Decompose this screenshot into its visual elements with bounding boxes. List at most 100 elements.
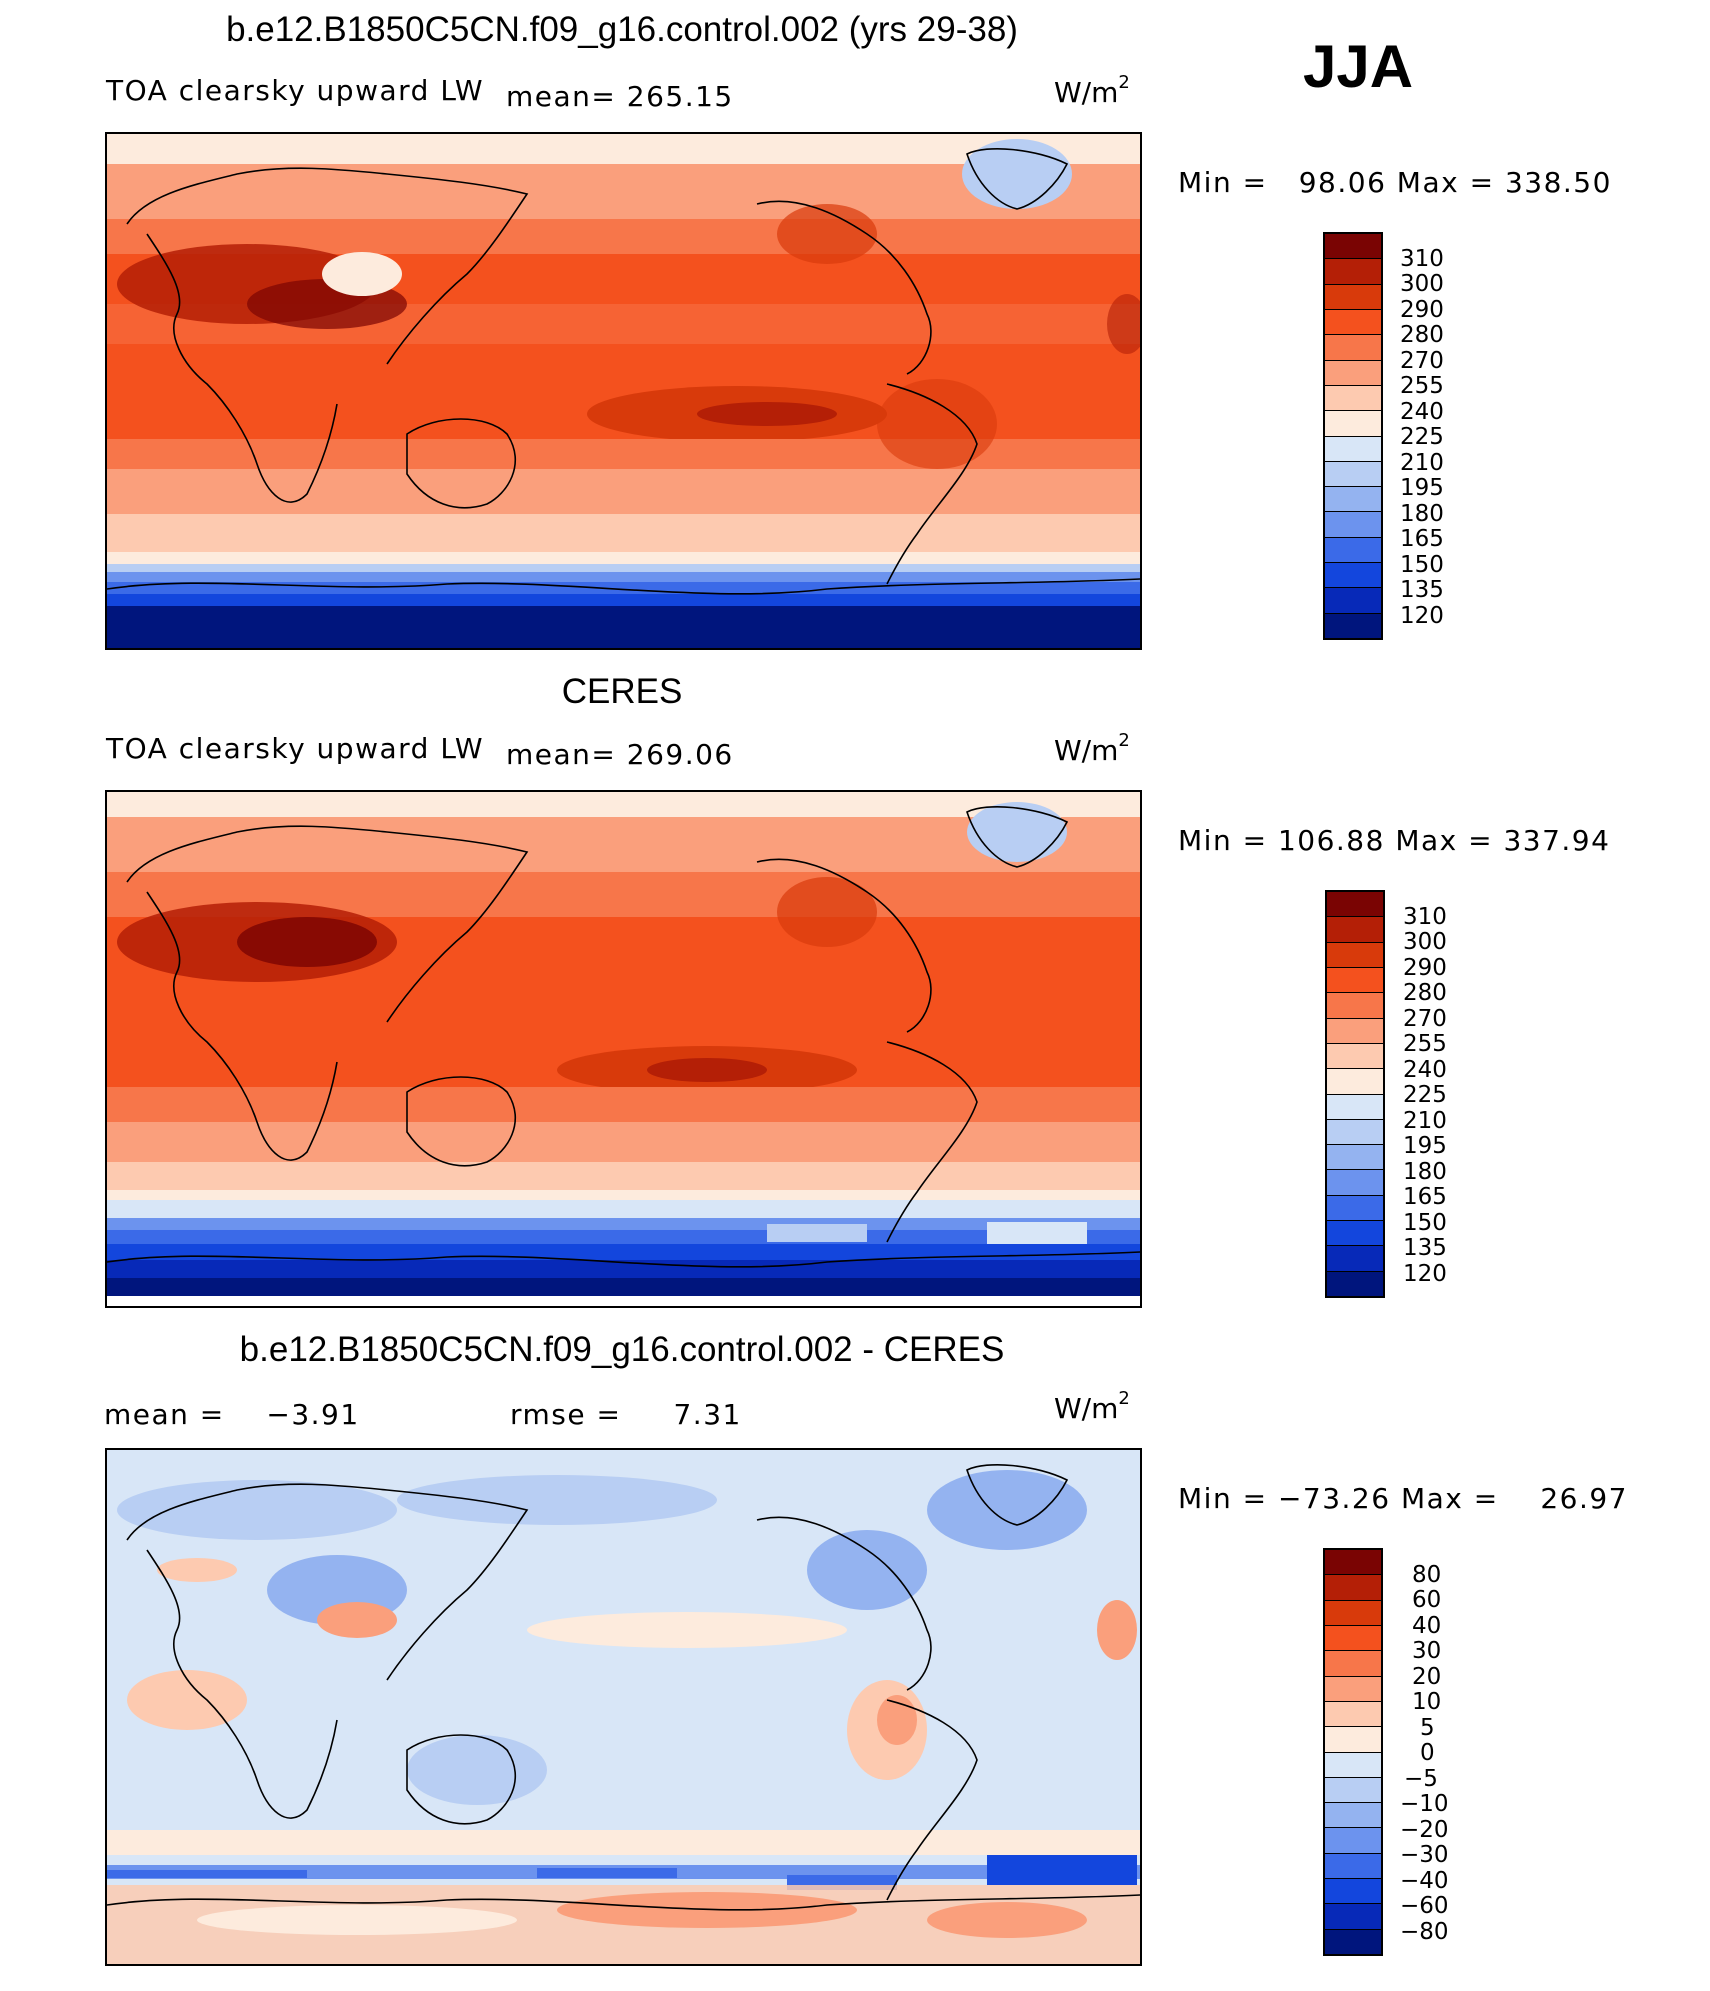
colorbar-swatch — [1325, 563, 1381, 589]
colorbar-label: 0 — [1420, 1740, 1435, 1766]
colorbar-label: 135 — [1400, 577, 1444, 603]
colorbar-label: 120 — [1403, 1261, 1447, 1287]
colorbar-swatch — [1327, 967, 1383, 994]
colorbar-swatch — [1325, 1625, 1381, 1652]
colorbar-swatch — [1325, 234, 1381, 260]
panel-1-variable: TOA clearsky upward LW — [106, 74, 485, 107]
colorbar-swatch — [1327, 1069, 1383, 1095]
colorbar-swatch — [1325, 1777, 1381, 1804]
colorbar-label: 195 — [1400, 475, 1444, 501]
colorbar-label: 300 — [1400, 271, 1444, 297]
colorbar-label: 20 — [1412, 1664, 1442, 1690]
panel-3-rmse: rmse = 7.31 — [510, 1398, 742, 1431]
panel-1-colorbar — [1323, 232, 1383, 640]
colorbar-label: 10 — [1412, 1689, 1442, 1715]
colorbar-swatch — [1327, 1018, 1383, 1044]
colorbar-label: 240 — [1400, 399, 1444, 425]
colorbar-swatch — [1325, 1600, 1381, 1626]
colorbar-swatch — [1325, 1676, 1381, 1702]
colorbar-swatch — [1325, 1701, 1381, 1728]
colorbar-label: 120 — [1400, 603, 1444, 629]
colorbar-swatch — [1325, 1803, 1381, 1829]
colorbar-swatch — [1327, 1195, 1383, 1222]
panel-2-units: W/m2 — [1054, 730, 1130, 767]
colorbar-swatch — [1325, 1575, 1381, 1601]
colorbar-label: −30 — [1400, 1842, 1449, 1868]
panel-1-mean: mean= 265.15 — [506, 80, 734, 113]
panel-1-map — [105, 132, 1142, 650]
colorbar-label: 270 — [1400, 348, 1444, 374]
colorbar-swatch — [1325, 360, 1381, 386]
panel-2-title: CERES — [561, 672, 683, 711]
colorbar-label: 180 — [1403, 1159, 1447, 1185]
colorbar-swatch — [1325, 1879, 1381, 1905]
colorbar-swatch — [1325, 1752, 1381, 1778]
panel-1-title: b.e12.B1850C5CN.f09_g16.control.002 (yrs… — [226, 10, 1018, 49]
colorbar-swatch — [1325, 436, 1381, 462]
colorbar-swatch — [1325, 1904, 1381, 1930]
colorbar-swatch — [1325, 309, 1381, 336]
colorbar-swatch — [1327, 993, 1383, 1019]
colorbar-label: 210 — [1403, 1108, 1447, 1134]
colorbar-label: −5 — [1404, 1766, 1438, 1792]
colorbar-label: 210 — [1400, 450, 1444, 476]
colorbar-label: 310 — [1403, 904, 1447, 930]
colorbar-label: 310 — [1400, 246, 1444, 272]
panel-2-mean: mean= 269.06 — [506, 738, 734, 771]
colorbar-swatch — [1325, 1929, 1381, 1954]
colorbar-label: 225 — [1403, 1082, 1447, 1108]
colorbar-swatch — [1325, 1828, 1381, 1854]
colorbar-swatch — [1325, 461, 1381, 488]
panel-3-mean: mean = −3.91 — [104, 1398, 360, 1431]
colorbar-swatch — [1325, 335, 1381, 361]
colorbar-swatch — [1327, 1170, 1383, 1196]
colorbar-swatch — [1325, 512, 1381, 538]
colorbar-label: −40 — [1400, 1868, 1449, 1894]
season-label: JJA — [1303, 33, 1414, 100]
colorbar-swatch — [1327, 1043, 1383, 1070]
colorbar-swatch — [1325, 537, 1381, 564]
colorbar-swatch — [1327, 917, 1383, 943]
colorbar-swatch — [1327, 1246, 1383, 1272]
colorbar-swatch — [1325, 259, 1381, 285]
colorbar-label: 255 — [1400, 373, 1444, 399]
colorbar-label: 225 — [1400, 424, 1444, 450]
colorbar-label: 5 — [1420, 1715, 1435, 1741]
colorbar-label: 290 — [1400, 297, 1444, 323]
colorbar-label: 280 — [1400, 322, 1444, 348]
colorbar-label: 30 — [1412, 1638, 1442, 1664]
colorbar-swatch — [1325, 613, 1381, 638]
colorbar-label: 150 — [1403, 1210, 1447, 1236]
colorbar-swatch — [1325, 284, 1381, 310]
colorbar-swatch — [1325, 1727, 1381, 1753]
colorbar-label: −10 — [1400, 1791, 1449, 1817]
colorbar-label: 80 — [1412, 1562, 1442, 1588]
colorbar-swatch — [1325, 588, 1381, 614]
colorbar-label: 180 — [1400, 501, 1444, 527]
colorbar-label: 165 — [1400, 526, 1444, 552]
panel-3-title: b.e12.B1850C5CN.f09_g16.control.002 - CE… — [239, 1330, 1005, 1369]
panel-2-minmax: Min = 106.88 Max = 337.94 — [1178, 824, 1611, 857]
colorbar-label: 40 — [1412, 1613, 1442, 1639]
colorbar-swatch — [1325, 1853, 1381, 1880]
colorbar-label: −20 — [1400, 1817, 1449, 1843]
panel-1-minmax: Min = 98.06 Max = 338.50 — [1178, 166, 1612, 199]
colorbar-swatch — [1325, 1651, 1381, 1677]
colorbar-swatch — [1325, 385, 1381, 412]
colorbar-swatch — [1325, 487, 1381, 513]
colorbar-label: 195 — [1403, 1133, 1447, 1159]
colorbar-swatch — [1325, 1550, 1381, 1576]
colorbar-label: −60 — [1400, 1893, 1449, 1919]
colorbar-swatch — [1327, 1271, 1383, 1296]
panel-3-minmax: Min = −73.26 Max = 26.97 — [1178, 1482, 1628, 1515]
colorbar-label: 240 — [1403, 1057, 1447, 1083]
colorbar-label: 165 — [1403, 1184, 1447, 1210]
colorbar-swatch — [1327, 1094, 1383, 1120]
colorbar-swatch — [1325, 411, 1381, 437]
colorbar-label: 60 — [1412, 1587, 1442, 1613]
colorbar-swatch — [1327, 892, 1383, 918]
panel-2-colorbar — [1325, 890, 1385, 1298]
colorbar-label: 135 — [1403, 1235, 1447, 1261]
panel-2-map — [105, 790, 1142, 1308]
panel-3-map — [105, 1448, 1142, 1966]
